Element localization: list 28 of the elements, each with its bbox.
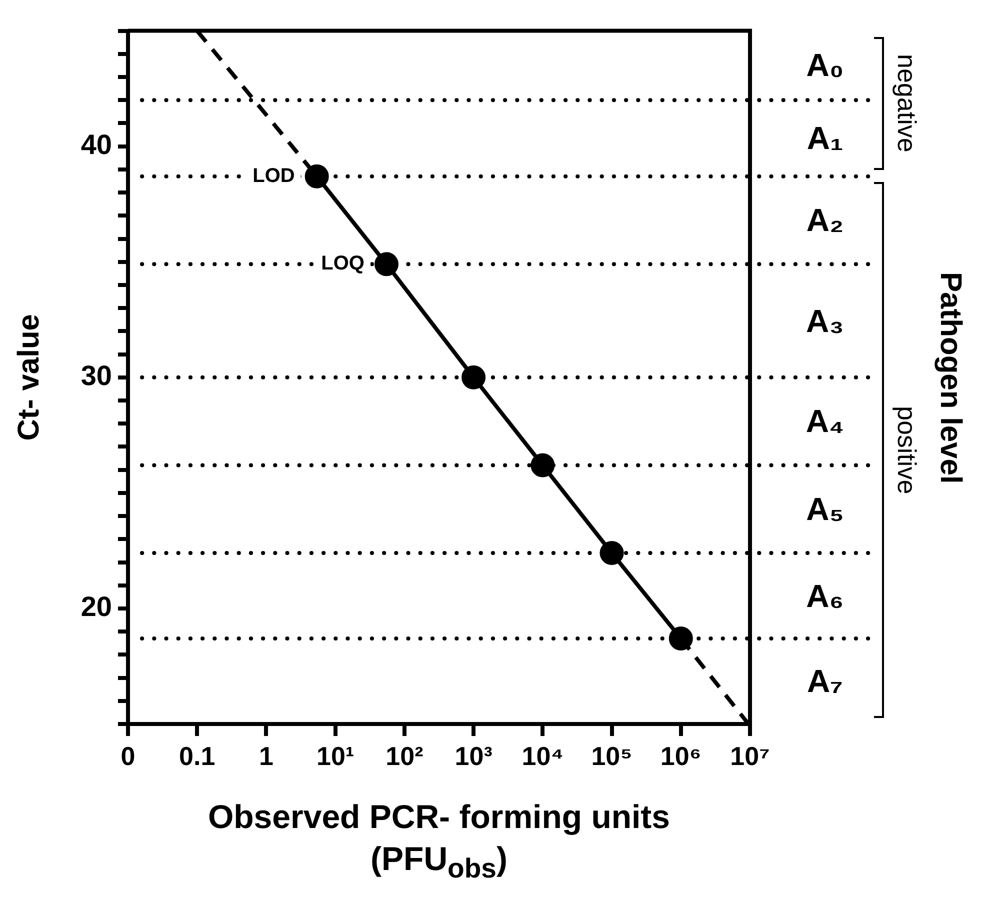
x-tick-label: 10⁶ bbox=[660, 740, 702, 771]
x-tick-label: 10⁷ bbox=[730, 740, 770, 771]
y-tick-label: 20 bbox=[80, 591, 112, 622]
text: A₂ bbox=[805, 201, 845, 240]
x-tick-label: 10⁴ bbox=[522, 740, 564, 771]
x-tick-label: 0 bbox=[120, 740, 136, 771]
text: A₄ bbox=[804, 402, 846, 442]
x-tick-label: 10² bbox=[386, 740, 424, 771]
annotation: LOD bbox=[252, 164, 295, 187]
y-tick-label: 40 bbox=[80, 129, 112, 160]
text: A₁ bbox=[806, 119, 844, 158]
x-tick-label: 10³ bbox=[454, 740, 493, 771]
text: A₀ bbox=[805, 46, 845, 86]
x-axis-title: Observed PCR- forming units (PFU$_{obs}$) bbox=[206, 797, 672, 886]
x-tick-label: 10¹ bbox=[316, 740, 354, 771]
text: A₆ bbox=[805, 576, 845, 616]
text: A₇ bbox=[806, 662, 844, 702]
text: A₅ bbox=[805, 490, 845, 530]
x-tick-label: 0.1 bbox=[179, 740, 216, 771]
x-tick-label: 1 bbox=[258, 740, 274, 771]
text: negative bbox=[892, 54, 922, 153]
text: A₃ bbox=[805, 302, 845, 341]
y-tick-label: 30 bbox=[80, 360, 112, 392]
text: positive bbox=[892, 406, 922, 494]
x-tick-label: 10⁵ bbox=[591, 740, 632, 771]
annotation: LOQ bbox=[321, 252, 364, 275]
text: Pathogen level bbox=[934, 272, 967, 484]
y-axis-title: Ct- value bbox=[12, 314, 46, 441]
